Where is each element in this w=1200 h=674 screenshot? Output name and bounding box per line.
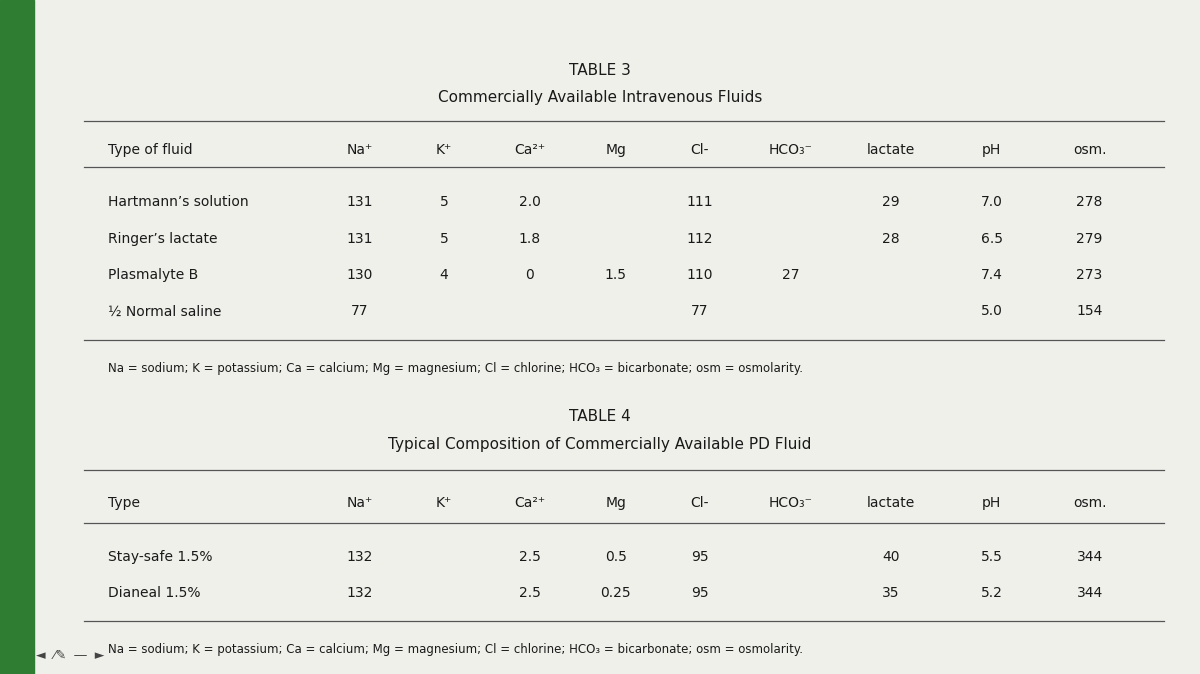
Text: 95: 95: [691, 550, 708, 563]
Text: 130: 130: [347, 268, 373, 282]
Text: Ringer’s lactate: Ringer’s lactate: [108, 232, 217, 245]
Text: 344: 344: [1076, 586, 1103, 600]
Text: 95: 95: [691, 586, 708, 600]
Text: 2.5: 2.5: [518, 586, 541, 600]
Text: TABLE 4: TABLE 4: [569, 409, 631, 424]
Text: lactate: lactate: [866, 496, 916, 510]
Text: osm.: osm.: [1073, 143, 1106, 156]
Text: pH: pH: [982, 496, 1002, 510]
Text: TABLE 3: TABLE 3: [569, 63, 631, 78]
Text: 77: 77: [352, 305, 368, 318]
Text: 6.5: 6.5: [980, 232, 1003, 245]
Text: 0.5: 0.5: [605, 550, 626, 563]
Text: 4: 4: [439, 268, 449, 282]
Text: 7.4: 7.4: [980, 268, 1003, 282]
Text: Commercially Available Intravenous Fluids: Commercially Available Intravenous Fluid…: [438, 90, 762, 105]
Text: Na = sodium; K = potassium; Ca = calcium; Mg = magnesium; Cl = chlorine; HCO₃ = : Na = sodium; K = potassium; Ca = calcium…: [108, 643, 803, 656]
Text: 2.5: 2.5: [518, 550, 541, 563]
Bar: [0, 0, 34, 674]
Text: 5.5: 5.5: [980, 550, 1003, 563]
Text: Mg: Mg: [605, 143, 626, 156]
Text: 29: 29: [882, 195, 900, 209]
Text: 273: 273: [1076, 268, 1103, 282]
Text: 111: 111: [686, 195, 713, 209]
Text: K⁺: K⁺: [436, 496, 452, 510]
Text: Type of fluid: Type of fluid: [108, 143, 193, 156]
Text: 5: 5: [439, 195, 449, 209]
Text: 344: 344: [1076, 550, 1103, 563]
Text: Stay-safe 1.5%: Stay-safe 1.5%: [108, 550, 212, 563]
Text: 5: 5: [439, 232, 449, 245]
Text: Cl-: Cl-: [690, 143, 709, 156]
Text: 112: 112: [686, 232, 713, 245]
Text: 154: 154: [1076, 305, 1103, 318]
Text: Na⁺: Na⁺: [347, 143, 373, 156]
Text: 5.0: 5.0: [980, 305, 1003, 318]
Text: 7.0: 7.0: [980, 195, 1003, 209]
Text: 278: 278: [1076, 195, 1103, 209]
Text: HCO₃⁻: HCO₃⁻: [769, 496, 812, 510]
Text: 77: 77: [691, 305, 708, 318]
Text: 40: 40: [882, 550, 900, 563]
Text: 0: 0: [526, 268, 534, 282]
Text: ½ Normal saline: ½ Normal saline: [108, 305, 221, 318]
Text: 131: 131: [347, 232, 373, 245]
Text: 0.25: 0.25: [600, 586, 631, 600]
Text: Na = sodium; K = potassium; Ca = calcium; Mg = magnesium; Cl = chlorine; HCO₃ = : Na = sodium; K = potassium; Ca = calcium…: [108, 361, 803, 375]
Text: Hartmann’s solution: Hartmann’s solution: [108, 195, 248, 209]
Text: ◄  ⁄✎  ―  ►: ◄ ⁄✎ ― ►: [36, 648, 104, 662]
Text: pH: pH: [982, 143, 1002, 156]
Text: 5.2: 5.2: [980, 586, 1003, 600]
Text: 132: 132: [347, 550, 373, 563]
Text: Cl-: Cl-: [690, 496, 709, 510]
Text: HCO₃⁻: HCO₃⁻: [769, 143, 812, 156]
Text: Plasmalyte B: Plasmalyte B: [108, 268, 198, 282]
Text: 131: 131: [347, 195, 373, 209]
Text: 110: 110: [686, 268, 713, 282]
Text: osm.: osm.: [1073, 496, 1106, 510]
Text: 35: 35: [882, 586, 900, 600]
Text: Typical Composition of Commercially Available PD Fluid: Typical Composition of Commercially Avai…: [389, 437, 811, 452]
Text: 132: 132: [347, 586, 373, 600]
Text: Ca²⁺: Ca²⁺: [515, 496, 545, 510]
Text: 27: 27: [782, 268, 799, 282]
Text: Dianeal 1.5%: Dianeal 1.5%: [108, 586, 200, 600]
Text: Ca²⁺: Ca²⁺: [515, 143, 545, 156]
Text: Mg: Mg: [605, 496, 626, 510]
Text: 279: 279: [1076, 232, 1103, 245]
Text: 2.0: 2.0: [518, 195, 541, 209]
Text: 1.5: 1.5: [605, 268, 626, 282]
Text: lactate: lactate: [866, 143, 916, 156]
Text: Type: Type: [108, 496, 140, 510]
Text: Na⁺: Na⁺: [347, 496, 373, 510]
Text: 28: 28: [882, 232, 900, 245]
Text: 1.8: 1.8: [518, 232, 541, 245]
Text: K⁺: K⁺: [436, 143, 452, 156]
